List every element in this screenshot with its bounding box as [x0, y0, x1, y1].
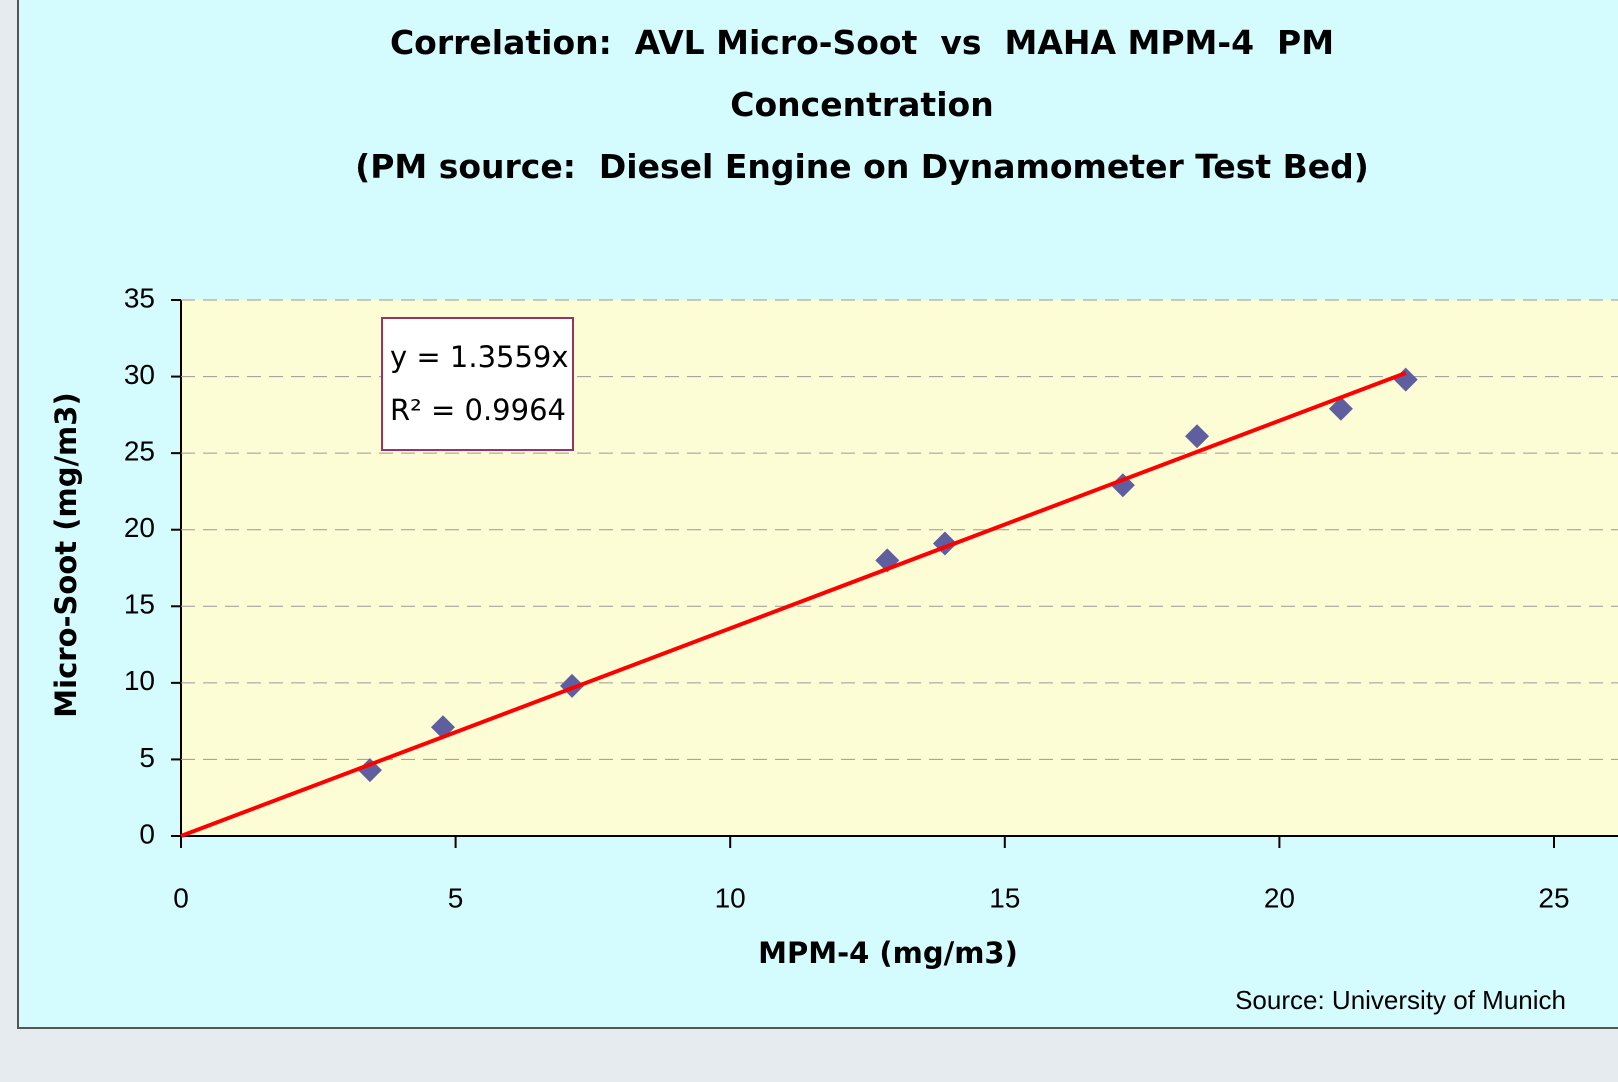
y-tick-label: 5 [139, 742, 155, 773]
x-tick-label: 20 [1264, 882, 1295, 913]
source-note: Source: University of Munich [1235, 985, 1566, 1015]
y-axis-label: Micro-Soot (mg/m3) [49, 392, 83, 717]
x-tick-label: 25 [1538, 882, 1569, 913]
r2-label: R² = 0.9964 [390, 393, 566, 427]
y-tick-label: 30 [124, 359, 155, 390]
point [1185, 424, 1210, 449]
y-tick-label: 20 [124, 512, 155, 543]
y-tick-label: 25 [124, 436, 155, 467]
y-tick-label: 10 [124, 665, 155, 696]
equation-label: y = 1.3559x [390, 340, 569, 374]
x-axis-label: MPM-4 (mg/m3) [758, 936, 1018, 970]
x-tick-label: 5 [448, 882, 464, 913]
y-tick-label: 15 [124, 589, 155, 620]
x-tick-label: 15 [989, 882, 1020, 913]
titles: Correlation: AVL Micro-Soot vs MAHA MPM-… [312, 12, 1412, 198]
x-tick-label: 0 [173, 882, 189, 913]
x-tick-label: 10 [715, 882, 746, 913]
chart-title: Correlation: AVL Micro-Soot vs MAHA MPM-… [389, 23, 1346, 124]
point [1328, 396, 1353, 421]
y-tick-label: 35 [124, 282, 155, 313]
y-tick-label: 0 [139, 818, 155, 849]
equation-box [381, 317, 574, 451]
trendline [180, 371, 1407, 838]
chart-subtitle: (PM source: Diesel Engine on Dynamometer… [355, 147, 1369, 186]
